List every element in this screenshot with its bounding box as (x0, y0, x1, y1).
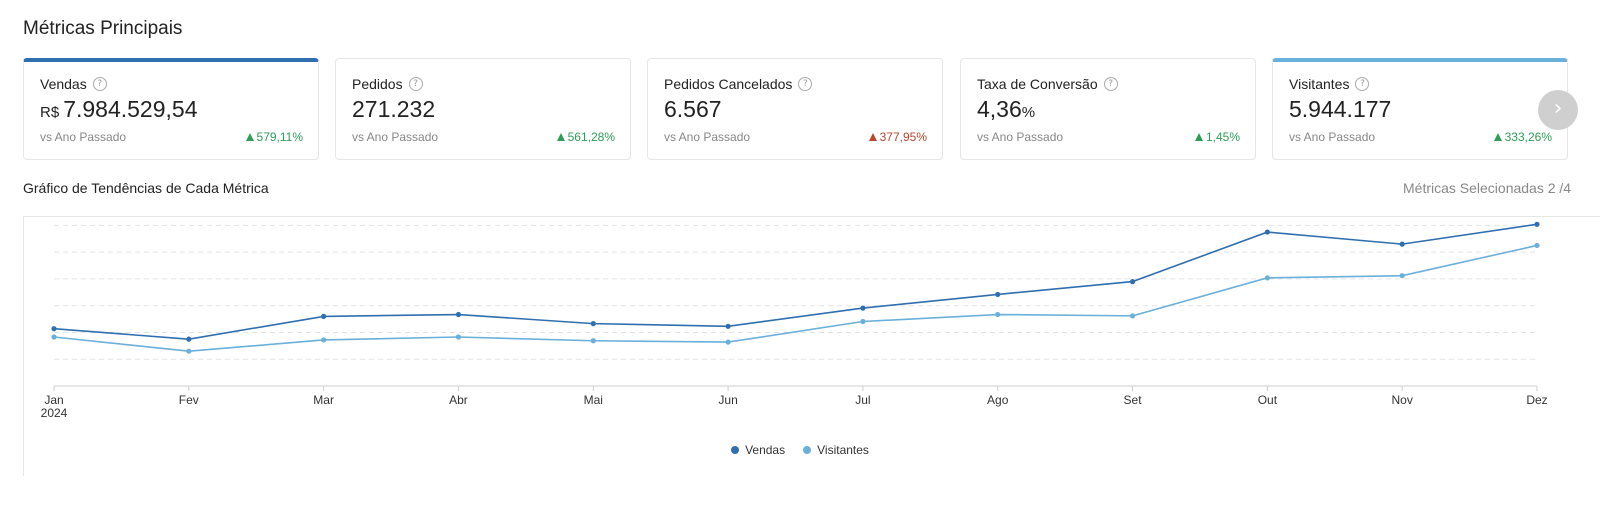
data-point-vendas[interactable] (186, 336, 192, 342)
change-value: 333,26% (1504, 130, 1552, 144)
metric-card-taxa-de-conversao[interactable]: Taxa de Conversão? 4,36% vs Ano Passado … (960, 58, 1256, 160)
series-layer (51, 221, 1540, 354)
data-point-visitantes[interactable] (1129, 313, 1136, 319)
data-point-vendas[interactable] (1399, 241, 1405, 247)
triangle-icon (1194, 133, 1203, 141)
data-point-vendas[interactable] (1534, 221, 1540, 227)
change-badge: 1,45% (1194, 130, 1240, 144)
triangle-icon (868, 133, 877, 141)
question-circle-icon[interactable]: ? (798, 77, 813, 91)
currency-symbol: R$ (40, 104, 60, 121)
series-line-vendas[interactable] (53, 223, 1538, 340)
page-title: Métricas Principais (23, 18, 183, 39)
metric-card-pedidos-cancelados[interactable]: Pedidos Cancelados? 6.567 vs Ano Passado… (647, 58, 943, 160)
change-badge: 579,11% (245, 130, 303, 144)
data-point-visitantes[interactable] (725, 339, 731, 345)
data-point-vendas[interactable] (1129, 279, 1136, 285)
metric-value: 4,36 (977, 96, 1022, 122)
trend-chart-title: Gráfico de Tendências de Cada Métrica (23, 180, 269, 196)
data-point-vendas[interactable] (860, 305, 866, 311)
triangle-icon (556, 133, 565, 141)
legend-label: Vendas (745, 443, 786, 457)
question-circle-icon[interactable]: ? (92, 77, 107, 91)
change-value: 377,95% (879, 130, 927, 144)
selected-metrics-count: Métricas Selecionadas 2 /4 (1403, 180, 1572, 196)
question-circle-icon[interactable]: ? (1103, 77, 1118, 91)
next-cards-button[interactable]: › (1538, 90, 1578, 130)
legend-item-visitantes[interactable]: Visitantes (803, 443, 869, 457)
legend-marker (803, 446, 812, 454)
data-point-vendas[interactable] (590, 321, 596, 327)
compare-label: vs Ano Passado (352, 130, 439, 144)
legend-marker (731, 446, 740, 454)
legend-label: Visitantes (817, 443, 869, 457)
compare-label: vs Ano Passado (664, 130, 751, 144)
metric-label: Taxa de Conversão (977, 76, 1098, 92)
compare-label: vs Ano Passado (40, 130, 127, 144)
metric-label: Vendas (40, 76, 87, 92)
unit-symbol: % (1021, 104, 1036, 121)
data-point-vendas[interactable] (725, 323, 731, 329)
chart-legend: Vendas Visitantes (0, 443, 1600, 457)
metric-card-pedidos[interactable]: Pedidos? 271.232 vs Ano Passado 561,28% (335, 58, 631, 160)
change-badge: 377,95% (868, 130, 927, 144)
change-value: 579,11% (256, 130, 303, 144)
metric-card-visitantes[interactable]: Visitantes? 5.944.177 vs Ano Passado 333… (1272, 58, 1568, 160)
change-badge: 561,28% (556, 130, 615, 144)
data-point-vendas[interactable] (51, 326, 57, 332)
trend-chart-panel (23, 216, 1600, 476)
metric-value: 6.567 (664, 96, 722, 122)
question-circle-icon[interactable]: ? (1355, 77, 1370, 91)
metric-value: 5.944.177 (1289, 96, 1392, 122)
triangle-icon (1493, 133, 1502, 141)
series-line-visitantes[interactable] (53, 244, 1538, 353)
data-point-vendas[interactable] (455, 311, 462, 318)
data-point-visitantes[interactable] (995, 311, 1001, 318)
question-circle-icon[interactable]: ? (408, 77, 423, 91)
metric-value: 7.984.529,54 (63, 96, 198, 122)
data-point-vendas[interactable] (321, 313, 327, 319)
data-point-visitantes[interactable] (1399, 273, 1405, 279)
data-point-visitantes[interactable] (51, 334, 57, 340)
compare-label: vs Ano Passado (1289, 130, 1376, 144)
data-point-vendas[interactable] (1264, 229, 1270, 235)
legend-item-vendas[interactable]: Vendas (731, 443, 785, 457)
data-point-visitantes[interactable] (321, 337, 327, 343)
data-point-visitantes[interactable] (1534, 242, 1540, 249)
data-point-visitantes[interactable] (455, 334, 462, 340)
compare-label: vs Ano Passado (977, 130, 1064, 144)
change-value: 1,45% (1205, 130, 1240, 144)
triangle-icon (245, 133, 254, 141)
metric-value: 271.232 (352, 96, 436, 122)
metric-label: Visitantes (1289, 76, 1350, 92)
data-point-visitantes[interactable] (186, 348, 192, 354)
change-badge: 333,26% (1493, 130, 1552, 144)
data-point-visitantes[interactable] (860, 318, 866, 325)
data-point-visitantes[interactable] (1264, 275, 1270, 281)
chevron-right-icon: › (1553, 96, 1563, 121)
metric-label: Pedidos (352, 76, 403, 92)
data-point-vendas[interactable] (995, 291, 1001, 298)
metric-cards: Vendas? R$ 7.984.529,54 vs Ano Passado 57… (23, 58, 1600, 162)
change-value: 561,28% (567, 130, 615, 144)
metric-label: Pedidos Cancelados (664, 76, 793, 92)
data-point-visitantes[interactable] (590, 338, 596, 344)
metric-card-vendas[interactable]: Vendas? R$ 7.984.529,54 vs Ano Passado 57… (23, 58, 319, 160)
